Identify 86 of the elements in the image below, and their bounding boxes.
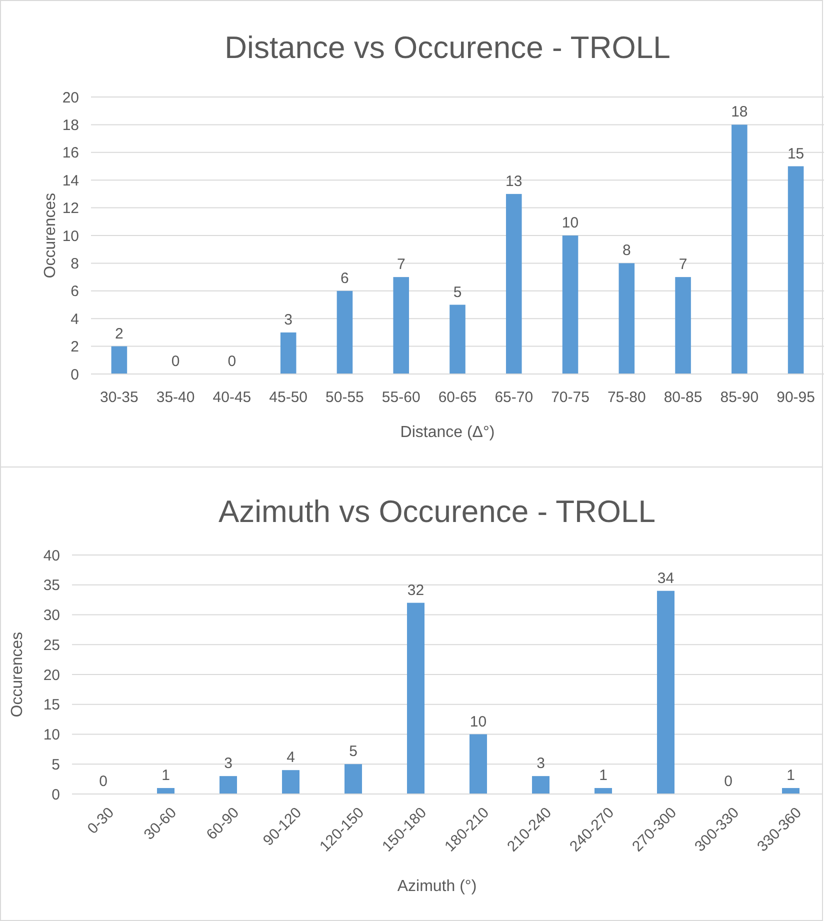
- data-label: 0: [99, 773, 108, 790]
- x-tick-label: 75-80: [607, 389, 646, 406]
- x-tick-label: 90-95: [776, 389, 815, 406]
- bar: [788, 166, 804, 374]
- data-label: 1: [599, 767, 608, 784]
- y-tick-label: 14: [62, 172, 79, 190]
- y-tick-label: 20: [62, 89, 79, 106]
- x-tick-label: 55-60: [382, 389, 420, 406]
- data-label: 15: [787, 145, 804, 162]
- data-label: 3: [284, 311, 293, 328]
- bar: [157, 788, 174, 794]
- data-label: 0: [171, 353, 180, 370]
- x-tick-label: 50-55: [326, 389, 364, 406]
- bar: [594, 788, 612, 794]
- bar: [618, 263, 635, 374]
- data-label: 34: [657, 570, 674, 587]
- x-tick-label: 65-70: [494, 389, 534, 406]
- y-tick-label: 35: [43, 577, 60, 594]
- y-tick-label: 0: [70, 366, 79, 384]
- y-axis-title: Occurences: [9, 632, 26, 718]
- bar: [393, 277, 410, 374]
- x-tick-label: 40-45: [212, 389, 252, 406]
- data-label: 1: [162, 767, 170, 784]
- y-tick-label: 8: [70, 255, 79, 272]
- bar: [280, 332, 296, 374]
- y-tick-label: 10: [43, 726, 60, 744]
- bar: [111, 346, 128, 374]
- y-tick-label: 20: [43, 666, 60, 684]
- data-label: 18: [731, 104, 748, 121]
- data-label: 3: [224, 755, 232, 772]
- x-tick-label: 70-75: [551, 389, 590, 406]
- y-tick-label: 18: [62, 116, 79, 134]
- y-axis-title: Occurences: [42, 192, 59, 278]
- data-label: 8: [622, 242, 631, 260]
- y-tick-label: 16: [62, 144, 79, 162]
- bar: [675, 277, 691, 374]
- bar: [532, 776, 550, 794]
- y-tick-label: 15: [43, 696, 60, 714]
- bar: [470, 734, 487, 794]
- x-tick-label: 0-30: [84, 804, 118, 838]
- x-axis-title: Azimuth (°): [397, 878, 477, 895]
- y-tick-label: 10: [62, 228, 79, 245]
- x-tick-label: 80-85: [664, 389, 702, 406]
- data-label: 32: [407, 582, 424, 599]
- data-label: 5: [453, 284, 462, 301]
- bar: [344, 764, 362, 794]
- data-label: 10: [562, 214, 579, 232]
- data-label: 13: [506, 172, 522, 190]
- data-label: 1: [786, 767, 795, 784]
- chart-title: Azimuth vs Occurence - TROLL: [218, 494, 656, 529]
- x-tick-label: 85-90: [720, 389, 759, 406]
- x-tick-label: 60-65: [438, 389, 477, 406]
- data-label: 3: [536, 755, 545, 772]
- x-tick-label: 30-35: [100, 389, 138, 406]
- x-axis-title: Distance (Δ°): [400, 424, 495, 441]
- data-label: 2: [115, 325, 124, 342]
- data-label: 7: [678, 256, 688, 274]
- chart-title: Distance vs Occurence - TROLL: [224, 30, 670, 65]
- y-tick-label: 40: [43, 547, 60, 564]
- y-tick-label: 2: [70, 338, 79, 356]
- bar: [732, 124, 748, 374]
- data-label: 5: [349, 743, 358, 760]
- bar: [657, 590, 674, 794]
- bar: [407, 602, 424, 794]
- y-tick-label: 30: [43, 607, 60, 624]
- y-tick-label: 4: [70, 310, 79, 328]
- data-label: 4: [286, 749, 295, 766]
- data-label: 0: [724, 773, 732, 790]
- y-tick-label: 12: [62, 200, 79, 218]
- data-label: 0: [228, 353, 236, 370]
- bar: [220, 776, 237, 794]
- bar: [336, 290, 353, 374]
- bar: [562, 236, 578, 374]
- y-tick-label: 0: [52, 786, 60, 804]
- bar: [506, 194, 522, 374]
- x-tick-label: 35-40: [156, 389, 195, 406]
- y-tick-label: 6: [70, 283, 79, 300]
- data-label: 10: [470, 713, 487, 730]
- x-tick-label: 45-50: [269, 389, 308, 406]
- bar: [282, 770, 300, 794]
- data-label: 7: [396, 256, 406, 274]
- data-label: 6: [340, 270, 349, 287]
- y-tick-label: 5: [52, 756, 60, 774]
- bar: [782, 788, 800, 794]
- y-tick-label: 25: [43, 636, 60, 654]
- bar: [450, 304, 466, 374]
